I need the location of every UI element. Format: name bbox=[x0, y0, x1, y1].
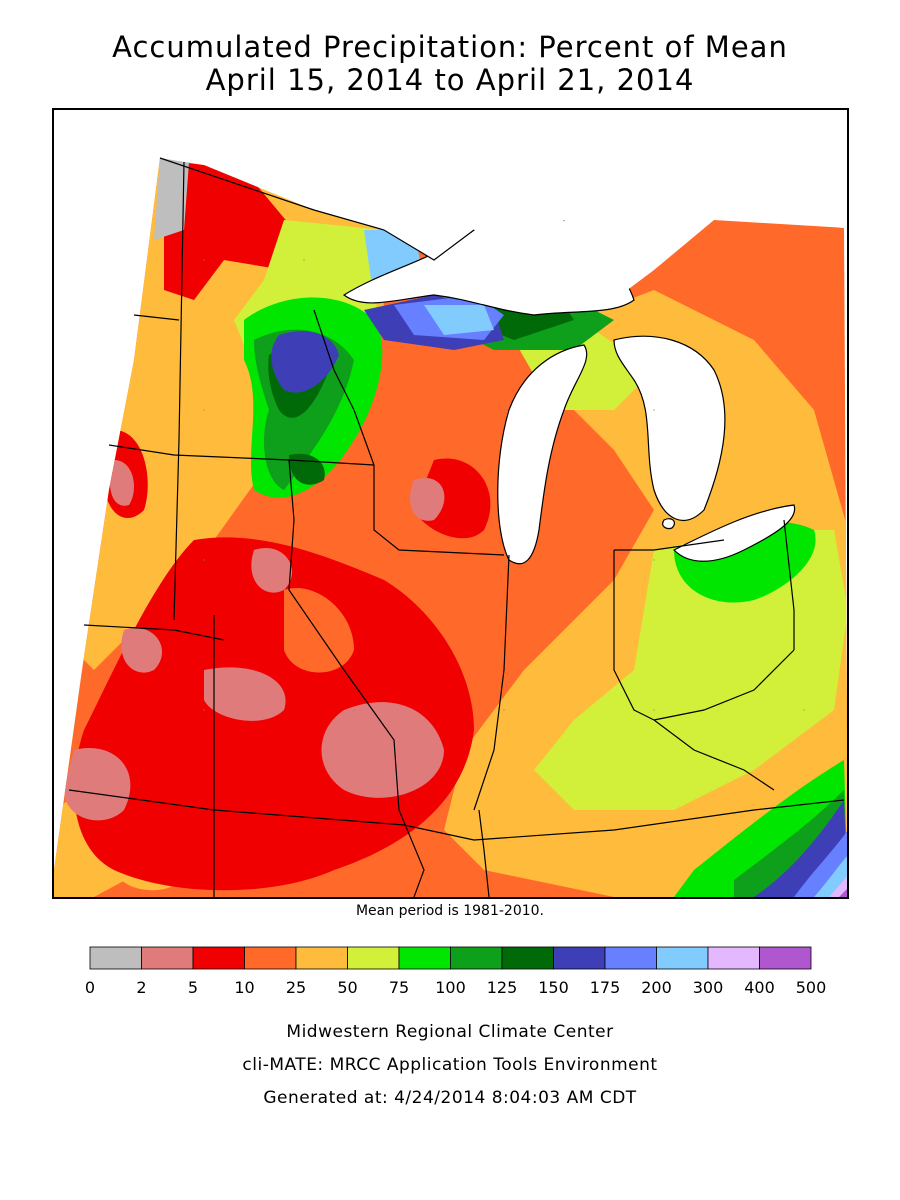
legend-swatch bbox=[295, 946, 348, 970]
lake-st-clair bbox=[662, 518, 676, 530]
legend-swatch bbox=[501, 946, 554, 970]
legend-swatch bbox=[192, 946, 245, 970]
legend-tick-label: 2 bbox=[136, 978, 146, 997]
legend-swatch bbox=[141, 946, 194, 970]
legend-tick-label: 150 bbox=[538, 978, 569, 997]
legend-tick-label: 175 bbox=[590, 978, 621, 997]
legend-tick-label: 500 bbox=[796, 978, 827, 997]
lake-michigan bbox=[497, 344, 588, 565]
legend-swatch bbox=[759, 946, 812, 970]
great-lakes bbox=[342, 210, 796, 565]
legend-swatch bbox=[604, 946, 657, 970]
credit-organization: Midwestern Regional Climate Center bbox=[286, 1022, 614, 1042]
legend-tick-label: 75 bbox=[389, 978, 409, 997]
legend-tick-label: 200 bbox=[641, 978, 672, 997]
map-title: Accumulated Precipitation: Percent of Me… bbox=[112, 30, 788, 64]
precipitation-map bbox=[52, 108, 849, 899]
legend-tick-label: 5 bbox=[188, 978, 198, 997]
legend-swatch bbox=[244, 946, 297, 970]
lake-erie bbox=[672, 504, 796, 562]
legend-tick-label: 50 bbox=[337, 978, 357, 997]
map-date-range: April 15, 2014 to April 21, 2014 bbox=[205, 63, 695, 97]
legend-swatch bbox=[707, 946, 760, 970]
credit-tool: cli-MATE: MRCC Application Tools Environ… bbox=[242, 1055, 658, 1075]
legend-tick-label: 125 bbox=[487, 978, 518, 997]
legend-swatch bbox=[450, 946, 503, 970]
grid-dots bbox=[203, 259, 805, 711]
lake-huron bbox=[613, 335, 726, 521]
legend-tick-label: 25 bbox=[286, 978, 306, 997]
legend-swatch bbox=[398, 946, 451, 970]
state-boundaries bbox=[68, 161, 845, 897]
legend-swatch bbox=[89, 946, 142, 970]
legend-colorbar: 0 2 5 10 25 50 75 100 125 150 175 200 300 400 500 bbox=[85, 946, 827, 997]
legend-tick-label: 100 bbox=[435, 978, 466, 997]
legend-swatch bbox=[553, 946, 606, 970]
canada-region bbox=[160, 110, 847, 300]
mean-period-note: Mean period is 1981-2010. bbox=[355, 903, 545, 919]
legend-swatch bbox=[656, 946, 709, 970]
canada-border bbox=[159, 157, 475, 261]
legend-tick-label: 300 bbox=[693, 978, 724, 997]
legend-swatch bbox=[347, 946, 400, 970]
legend: 0 2 5 10 25 50 75 100 125 150 175 200 300 400 500 bbox=[0, 945, 900, 1005]
legend-tick-label: 10 bbox=[234, 978, 254, 997]
legend-tick-label: 400 bbox=[744, 978, 775, 997]
legend-tick-label: 0 bbox=[85, 978, 95, 997]
credit-generated-time: Generated at: 4/24/2014 8:04:03 AM CDT bbox=[263, 1088, 637, 1108]
